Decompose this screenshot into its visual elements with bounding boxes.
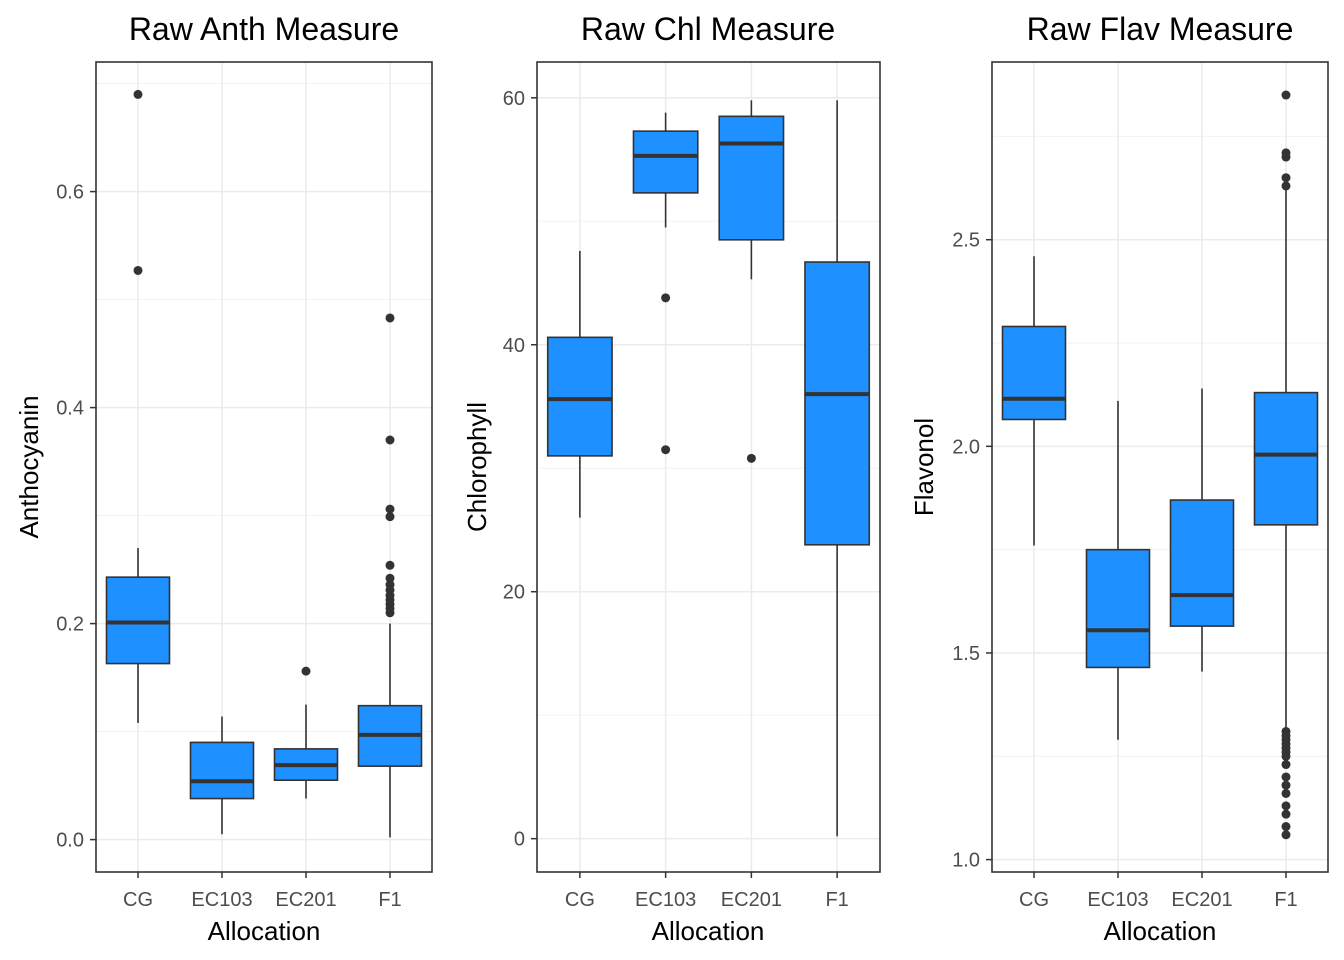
chart-title: Raw Chl Measure — [581, 11, 835, 47]
outlier-point — [386, 436, 395, 445]
outlier-point — [302, 667, 311, 676]
x-tick-label: F1 — [825, 889, 848, 911]
y-axis-title: Chlorophyll — [462, 402, 492, 532]
y-tick-label: 2.5 — [952, 230, 980, 252]
outlier-point — [1282, 148, 1291, 157]
y-tick-label: 0.6 — [56, 182, 84, 204]
outlier-point — [1282, 789, 1291, 798]
panel-2: 0 20 40 60 CG EC103 EC201 F1 Raw Chl Measure Allo… — [462, 11, 880, 946]
outlier-point — [1282, 727, 1291, 736]
box-iqr — [1087, 550, 1150, 668]
outlier-point — [134, 266, 143, 275]
y-axis-title: Flavonol — [909, 418, 939, 516]
x-tick-label: EC103 — [635, 889, 696, 911]
outlier-point — [1282, 181, 1291, 190]
outlier-point — [1282, 781, 1291, 790]
x-axis-title: Allocation — [652, 916, 765, 946]
panel-1: 0.0 0.2 0.4 0.6 CG EC103 EC201 F1 Raw Anth Measu… — [14, 11, 432, 946]
outlier-point — [1282, 810, 1291, 819]
y-axis-title: Anthocyanin — [14, 395, 44, 538]
y-tick-label: 0.0 — [56, 830, 84, 852]
y-tick-label: 60 — [503, 88, 525, 110]
box-iqr — [805, 262, 869, 545]
x-tick-label: EC103 — [191, 889, 252, 911]
x-tick-label: EC201 — [721, 889, 782, 911]
x-tick-label: CG — [123, 889, 153, 911]
outlier-point — [386, 313, 395, 322]
y-tick-label: 40 — [503, 335, 525, 357]
outlier-point — [1282, 91, 1291, 100]
y-tick-label: 1.5 — [952, 643, 980, 665]
box-iqr — [191, 742, 254, 798]
y-tick-label: 20 — [503, 582, 525, 604]
outlier-point — [1282, 173, 1291, 182]
x-tick-label: CG — [565, 889, 595, 911]
panel-3: 1.0 1.5 2.0 2.5 CG EC103 EC201 F1 Raw Flav Measu… — [909, 11, 1328, 946]
outlier-point — [1282, 760, 1291, 769]
outlier-point — [661, 293, 670, 302]
chart-title: Raw Flav Measure — [1027, 11, 1294, 47]
box-iqr — [633, 131, 697, 193]
outlier-point — [1282, 801, 1291, 810]
box-iqr — [1255, 393, 1318, 525]
x-axis-title: Allocation — [1104, 916, 1217, 946]
y-tick-label: 0.4 — [56, 398, 84, 420]
x-axis-title: Allocation — [208, 916, 321, 946]
outlier-point — [1282, 822, 1291, 831]
outlier-point — [386, 574, 395, 583]
box-iqr — [1003, 326, 1066, 419]
outlier-point — [747, 454, 756, 463]
x-tick-label: EC201 — [275, 889, 336, 911]
x-tick-label: EC103 — [1087, 889, 1148, 911]
y-tick-label: 1.0 — [952, 850, 980, 872]
outlier-point — [386, 505, 395, 514]
box-iqr — [719, 116, 783, 239]
y-tick-label: 2.0 — [952, 436, 980, 458]
x-tick-label: EC201 — [1171, 889, 1232, 911]
box-iqr — [1171, 500, 1234, 626]
outlier-point — [661, 445, 670, 454]
box-iqr — [107, 577, 170, 663]
outlier-point — [386, 561, 395, 570]
y-tick-label: 0 — [514, 829, 525, 851]
chart-title: Raw Anth Measure — [129, 11, 399, 47]
outlier-point — [1282, 772, 1291, 781]
outlier-point — [1282, 830, 1291, 839]
x-tick-label: F1 — [1274, 889, 1297, 911]
y-tick-label: 0.2 — [56, 614, 84, 636]
x-tick-label: F1 — [378, 889, 401, 911]
x-tick-label: CG — [1019, 889, 1049, 911]
box-iqr — [548, 337, 612, 456]
outlier-point — [134, 90, 143, 99]
